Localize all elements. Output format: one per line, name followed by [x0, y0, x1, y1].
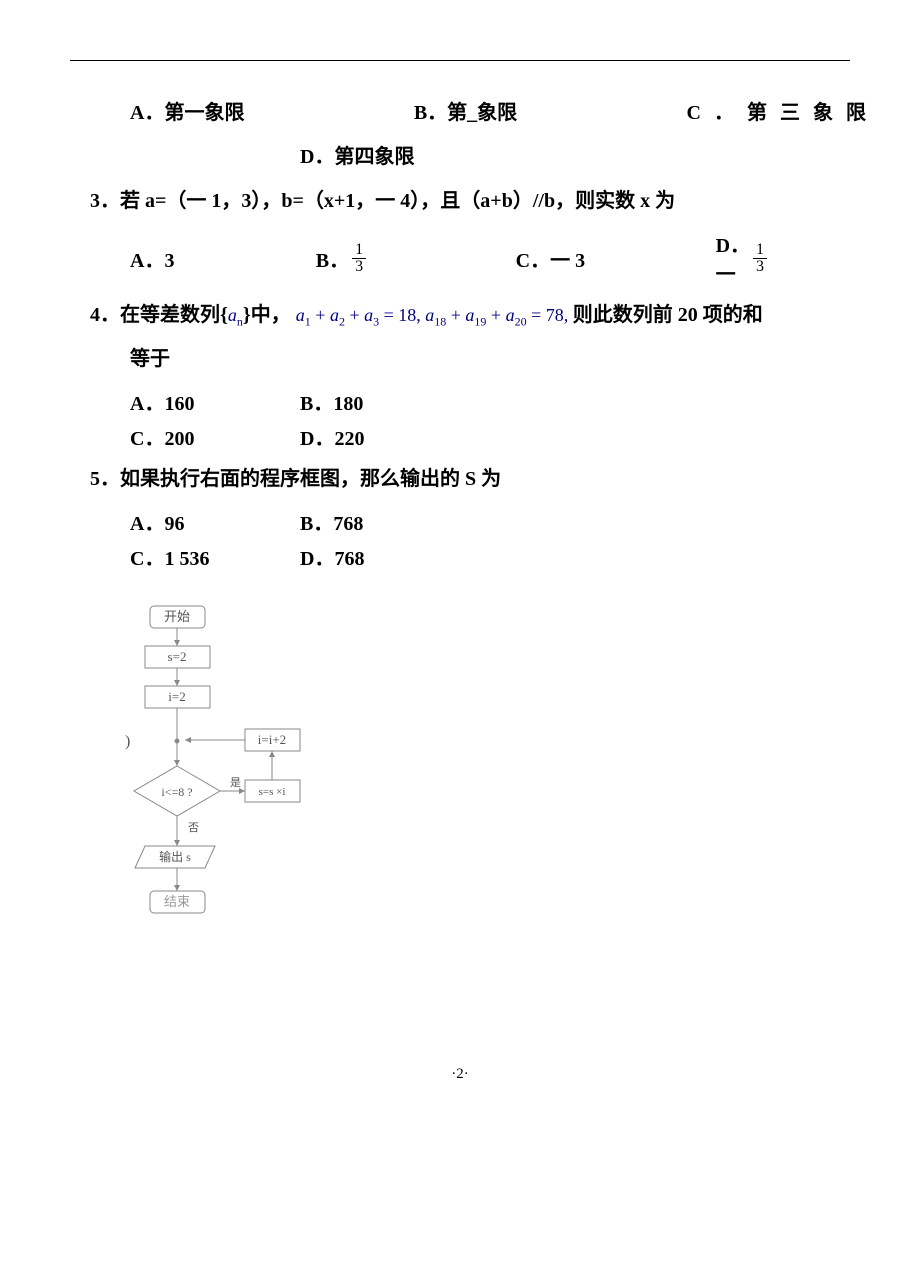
q2-option-a: A．第一象限	[130, 91, 244, 135]
q5-options-row2: C．1 536 D．768	[130, 542, 850, 571]
fc-start: 开始	[164, 609, 190, 624]
m-p2: +	[345, 305, 364, 325]
q4-an-a: a	[228, 305, 237, 325]
q5-stem: 5．如果执行右面的程序框图，那么输出的 S 为	[90, 457, 850, 501]
fc-loop: i=i+2	[258, 732, 286, 747]
m-a2: a	[330, 305, 339, 325]
m-s5: 19	[474, 315, 486, 329]
fc-update: s=s ×i	[259, 786, 286, 798]
fc-i2: i=2	[168, 689, 185, 704]
q3-b-num: 1	[352, 242, 366, 259]
m-eq1: = 18,	[379, 305, 425, 325]
fc-output: 输出 s	[159, 849, 191, 864]
q2-options-row1: A．第一象限 B．第_象限 C ． 第 三 象 限	[130, 91, 870, 135]
m-a1: a	[296, 305, 305, 325]
q4-suffix: 则此数列前 20 项的和	[573, 304, 763, 326]
m-p4: +	[486, 305, 505, 325]
q3-option-b: B． 1 3	[316, 242, 436, 275]
q3-d-den: 3	[753, 259, 767, 275]
fc-paren: )	[125, 733, 130, 750]
top-rule	[70, 60, 850, 61]
q3-d-num: 1	[753, 242, 767, 259]
m-a4: a	[425, 305, 434, 325]
q3-option-a: A．3	[130, 244, 236, 273]
q4-prefix: 4．在等差数列{	[90, 304, 228, 326]
q3-b-label: B．	[316, 244, 349, 273]
fc-end: 结束	[164, 894, 190, 909]
q3-b-den: 3	[352, 259, 366, 275]
fc-no: 否	[188, 822, 199, 834]
m-s6: 20	[515, 315, 527, 329]
q4-option-a: A．160	[130, 387, 300, 416]
q3-b-fraction: 1 3	[352, 242, 366, 275]
q2-option-b: B．第_象限	[414, 91, 517, 135]
q3-option-c: C．一 3	[516, 244, 636, 273]
q2-option-c: C ． 第 三 象 限	[687, 91, 870, 135]
fc-yes: 是	[230, 776, 241, 789]
flowchart-svg: 开始 s=2 i=2 ) i=i+2	[70, 601, 330, 941]
q3-d-label: D．一	[716, 229, 750, 287]
q4-option-c: C．200	[130, 422, 300, 451]
m-a6: a	[506, 305, 515, 325]
q3-option-d: D．一 1 3	[716, 229, 770, 287]
fc-decision: i<=8 ?	[161, 785, 192, 799]
q3-options: A．3 B． 1 3 C．一 3 D．一 1 3	[130, 229, 850, 287]
m-p3: +	[446, 305, 465, 325]
page-container: A．第一象限 B．第_象限 C ． 第 三 象 限 D．第四象限 3．若 a=（…	[0, 0, 920, 1113]
q4-options-row2: C．200 D．220	[130, 422, 850, 451]
q4-math: a1 + a2 + a3 = 18, a18 + a19 + a20 = 78,	[296, 305, 573, 325]
m-a3: a	[364, 305, 373, 325]
page-number: ·2·	[70, 1066, 850, 1083]
q2-option-d: D．第四象限	[300, 146, 414, 168]
m-s4: 18	[434, 315, 446, 329]
q5-options-row1: A．96 B．768	[130, 507, 850, 536]
q4-options-row1: A．160 B．180	[130, 387, 850, 416]
flowchart: 开始 s=2 i=2 ) i=i+2	[70, 601, 850, 946]
q5-option-a: A．96	[130, 507, 300, 536]
q5-option-c: C．1 536	[130, 542, 300, 571]
q4-stem-line2: 等于	[130, 337, 850, 381]
q4-an: an	[228, 305, 243, 325]
q3-stem: 3．若 a=（一 1，3），b=（x+1，一 4），且（a+b）//b，则实数 …	[90, 179, 850, 223]
q5-option-b: B．768	[300, 507, 470, 536]
m-p1: +	[311, 305, 330, 325]
m-eq2: = 78,	[527, 305, 569, 325]
q3-d-fraction: 1 3	[753, 242, 767, 275]
q4-option-b: B．180	[300, 387, 470, 416]
fc-s2: s=2	[168, 649, 187, 664]
q2-options-row2: D．第四象限	[300, 135, 850, 179]
q4-mid: }中，	[243, 304, 291, 326]
q4-stem-line1: 4．在等差数列{an}中， a1 + a2 + a3 = 18, a18 + a…	[90, 293, 850, 337]
q4-option-d: D．220	[300, 422, 470, 451]
q5-option-d: D．768	[300, 542, 470, 571]
